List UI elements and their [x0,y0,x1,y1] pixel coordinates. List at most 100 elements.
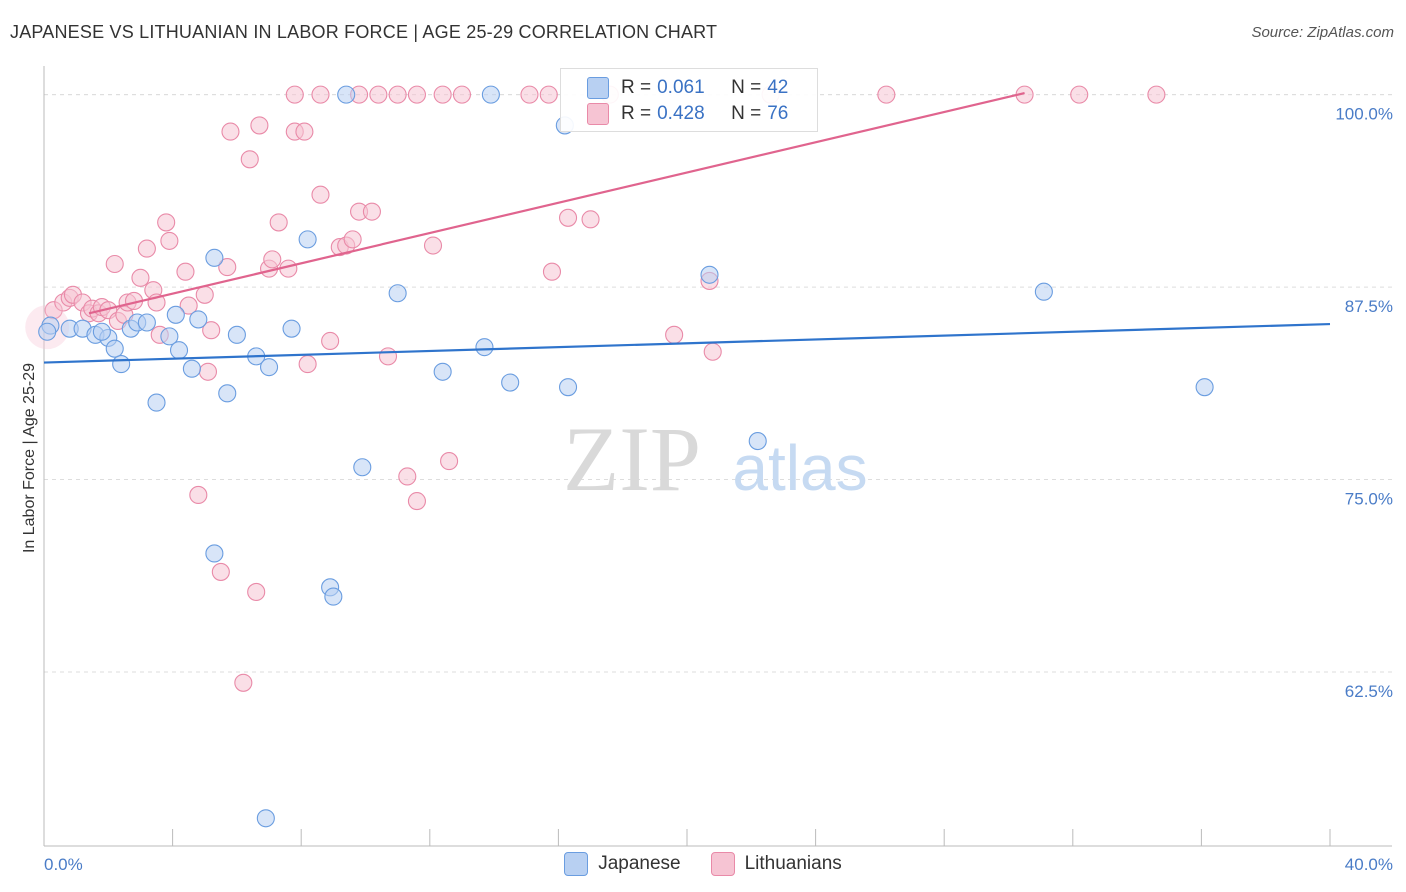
lithuanian-point [105,254,124,274]
lithuanian-point [558,208,578,227]
japanese-point [160,327,179,346]
watermark-zip: ZIP [563,408,701,510]
lithuanian-trend-line [88,92,1025,315]
legend-row-lithuanians: R = 0.428 N = 76 [587,102,788,126]
watermark: ZIP atlas [563,408,868,510]
japanese-point [433,362,452,381]
japanese-point [259,358,279,377]
lithuanian-point [195,285,214,304]
japanese-point [558,378,578,397]
japanese-point [205,544,224,563]
lithuanian-point [160,231,179,250]
japanese-legend-label: Japanese [598,853,681,874]
japanese-point [205,248,224,267]
tick-labels: 100.0% 87.5% 75.0% 62.5% 0.0% 40.0% [44,105,1393,874]
y-tick-label: 87.5% [1345,297,1393,316]
japanese-point [748,432,767,451]
legend-item-lithuanians[interactable]: Lithuanians [710,852,842,876]
japanese-point [1034,282,1053,301]
lithuanian-point [137,239,156,258]
lithuanian-point [198,362,218,381]
japanese-point [112,355,131,374]
lithuanian-point [378,347,398,366]
lithuanian-point [311,185,330,204]
lithuanian-point [218,258,237,277]
japanese-point [388,284,407,303]
japanese-point [105,339,124,358]
lithuanian-point [298,355,317,374]
lithuanian-point [433,85,452,104]
japanese-trend-line [43,322,1331,364]
lithuanian-point [398,467,417,486]
japanese-legend-swatch [564,852,589,876]
lithuanian-point [423,236,443,255]
japanese-point [501,373,520,392]
lithuanian-point [440,452,459,471]
lithuanian-point [343,230,362,249]
japanese-point [475,338,494,357]
japanese-point [353,458,372,477]
y-tick-label: 62.5% [1345,682,1393,701]
japanese-point [169,341,189,360]
japanese-point [700,265,719,284]
japanese-point [337,85,356,104]
n-label: N = [731,77,762,98]
source-label: Source: ZipAtlas.com [1251,24,1394,41]
lithuanian-point [131,268,150,287]
x-tick-label: 0.0% [44,855,83,874]
trend-lines [43,92,1331,364]
lithuanian-point [581,210,600,229]
lithuanians-legend-swatch [710,852,735,876]
japanese-point [1195,378,1214,397]
lithuanian-point [269,213,288,232]
x-tick-label: 40.0% [1345,855,1393,874]
lithuanian-point [240,150,259,169]
n-label: N = [731,103,762,124]
lithuanian-point [157,213,176,232]
r-label: R = [621,103,652,124]
n-value: 76 [767,103,789,124]
r-value: 0.061 [657,77,705,98]
lithuanian-point [877,85,896,104]
correlation-legend: R = 0.061 N = 42 R = 0.428 N = 76 [560,68,818,132]
japanese-point [282,319,301,338]
lithuanian-point [388,85,407,104]
y-axis-label: In Labor Force | Age 25-29 [21,363,38,553]
lithuanian-point [285,85,304,104]
lithuanian-point [176,262,195,281]
japanese-point [166,305,185,324]
y-tick-label: 100.0% [1335,105,1393,124]
japanese-swatch [587,77,609,99]
lithuanian-point [247,582,266,602]
axes [43,66,1392,847]
legend-item-japanese[interactable]: Japanese [564,852,681,876]
japanese-point [324,587,343,606]
y-tick-label: 75.0% [1345,490,1393,509]
japanese-point [227,325,246,344]
lithuanians-points [25,85,1166,692]
lithuanian-point [221,122,240,141]
lithuanian-point [179,296,198,315]
lithuanian-point [703,342,722,361]
lithuanian-point [362,202,381,221]
lithuanian-point [542,262,562,281]
lithuanians-swatch [587,103,609,125]
n-value: 42 [767,77,789,98]
lithuanian-point [665,325,684,344]
legend-row-japanese: R = 0.061 N = 42 [587,76,788,100]
chart-title: JAPANESE VS LITHUANIAN IN LABOR FORCE | … [10,22,718,42]
lithuanian-point [1070,85,1089,104]
lithuanian-point [234,673,253,692]
japanese-point [189,310,208,329]
japanese-point [38,322,57,341]
lithuanian-point [263,250,282,269]
japanese-point [147,393,166,412]
japanese-point [218,384,237,403]
r-value: 0.428 [657,103,705,124]
lithuanian-point [407,85,426,104]
lithuanian-point [520,85,539,104]
japanese-point [256,809,275,828]
grid-lines [44,94,1392,673]
lithuanian-point [311,85,330,104]
